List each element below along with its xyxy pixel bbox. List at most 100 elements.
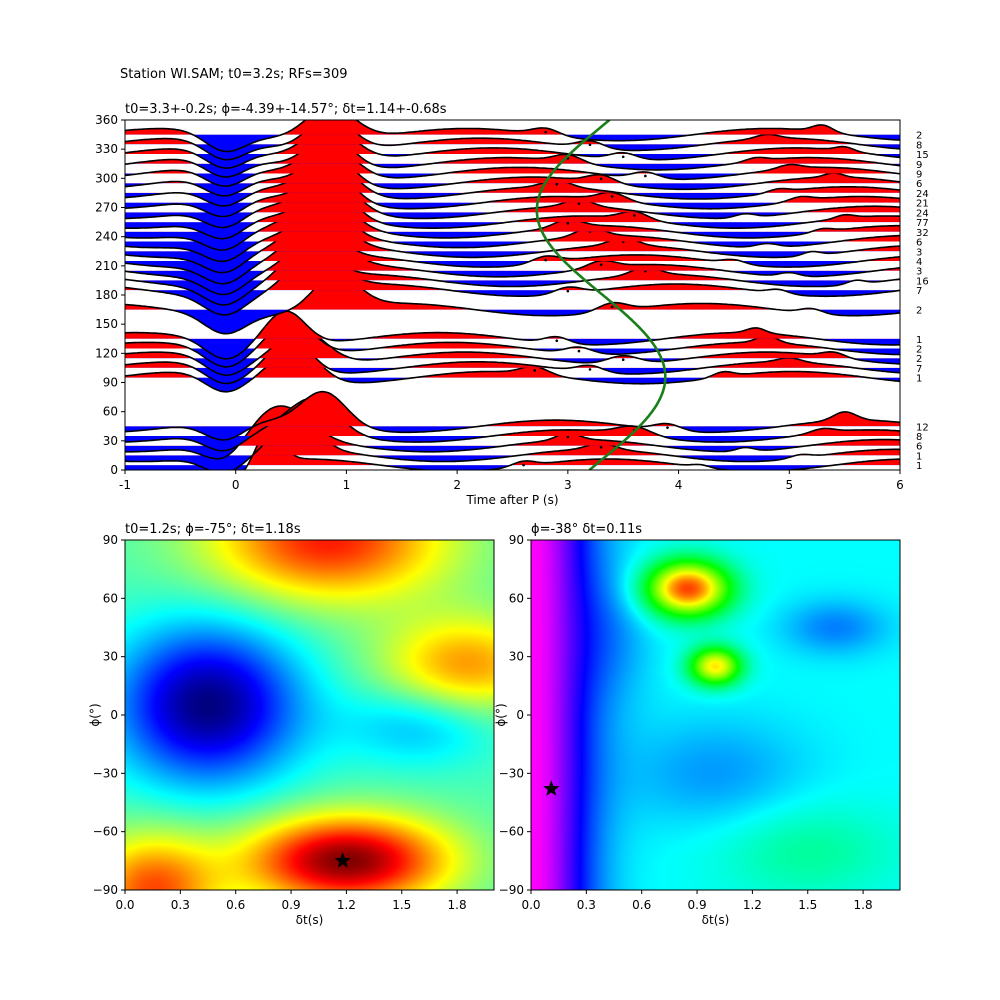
rf-trace [125, 120, 900, 153]
heatmap-x-label: δt(s) [296, 913, 324, 927]
rf-trace-line [125, 183, 900, 240]
rf-count-label: 2 [916, 344, 922, 355]
rf-count-label: 1 [916, 451, 922, 462]
x-tick-label: 0.3 [171, 898, 190, 912]
rf-positive-fill [125, 391, 900, 427]
rf-negative-fill [125, 202, 900, 217]
y-tick-label: 90 [509, 533, 524, 547]
rf-marker-dot [632, 214, 636, 217]
rf-negative-fill [169, 309, 900, 334]
rf-marker-dot [599, 177, 603, 181]
best-fit-star-marker [543, 780, 560, 796]
y-tick-label: −60 [93, 825, 118, 839]
x-tick-label: 6 [896, 478, 904, 492]
rf-trace-line [125, 175, 900, 229]
rf-count-label: 9 [916, 160, 922, 171]
rf-count-label: 1 [916, 335, 922, 346]
rf-trace-line [125, 427, 900, 470]
x-tick-label: 1 [343, 478, 351, 492]
rf-positive-fill [125, 126, 872, 155]
rf-positive-fill [125, 274, 900, 310]
rf-count-label: 1 [916, 374, 922, 385]
rf-trace-line [125, 159, 900, 207]
rf-marker-dot [566, 289, 570, 293]
rf-trace-line [125, 125, 900, 169]
y-tick-label: 60 [103, 405, 118, 419]
wiggle-x-axis: -1 0 1 2 3 4 5 6 [119, 470, 904, 492]
best-fit-star-marker [334, 852, 351, 868]
rf-count-label: 2 [916, 306, 922, 317]
rf-trace [125, 310, 900, 360]
grid-search-right: 0.0 0.3 0.6 0.9 1.2 1.5 1.8 −90 −60 −30 0 30 60 90 δt(… [494, 522, 901, 927]
rf-marker-dot [555, 339, 559, 343]
y-tick-label: −90 [93, 883, 118, 897]
rf-marker-dot [533, 369, 536, 372]
rf-trace [125, 329, 900, 377]
rf-trace-line [125, 134, 900, 178]
x-tick-label: 1.8 [448, 898, 467, 912]
y-tick-label: 30 [103, 650, 118, 664]
rf-trace-line [125, 120, 900, 153]
x-tick-label: 4 [675, 478, 683, 492]
rf-trace-line [125, 273, 900, 335]
rf-trace-line [125, 329, 900, 377]
heatmap-y-label: ϕ(°) [494, 703, 508, 726]
rf-negative-fill [125, 192, 900, 206]
rf-count-label: 12 [916, 422, 929, 433]
moveout-curve [535, 120, 667, 470]
x-tick-label: 1.5 [392, 898, 411, 912]
x-tick-label: 0.9 [688, 898, 707, 912]
y-tick-label: 0 [110, 463, 118, 477]
rf-count-label: 1 [916, 461, 922, 472]
x-tick-label: 1.2 [337, 898, 356, 912]
rf-count-label: 15 [916, 150, 929, 161]
rf-count-label: 7 [916, 364, 922, 375]
rf-trace [125, 346, 900, 393]
y-tick-label: 30 [509, 650, 524, 664]
rf-negative-fill [125, 154, 900, 169]
y-tick-label: 30 [103, 434, 118, 448]
rf-count-label: 24 [916, 208, 929, 219]
rf-positive-fill [247, 428, 900, 466]
y-tick-label: 0 [110, 708, 118, 722]
rf-trace-line [125, 220, 900, 285]
rf-trace [125, 273, 900, 335]
y-tick-label: 270 [95, 201, 118, 215]
rf-trace-line [125, 191, 900, 251]
heatmap-image [125, 540, 494, 890]
rf-marker-dot [566, 435, 570, 439]
rf-negative-fill [125, 183, 760, 196]
rf-trace-line [125, 230, 900, 296]
rf-marker-dot [610, 305, 614, 309]
wiggle-title: t0=3.3+-0.2s; ϕ=-4.39+-14.57°; δt=1.14+-… [125, 102, 447, 117]
rf-negative-fill [125, 222, 812, 239]
rf-count-label: 21 [916, 199, 929, 210]
heatmap-y-label: ϕ(°) [88, 703, 102, 726]
heatmap-image [531, 540, 900, 890]
rf-marker-dot [544, 130, 548, 134]
heatmap-title: t0=1.2s; ϕ=-75°; δt=1.18s [125, 522, 301, 537]
rf-marker-dot [644, 174, 647, 178]
rf-count-label: 7 [916, 286, 922, 297]
wiggle-y-axis: 0 30 60 90 120 150 180 210 240 270 300 330 360 [95, 113, 125, 477]
rf-positive-fill [172, 160, 900, 193]
rf-trace-line [125, 346, 900, 393]
x-tick-label: 0.9 [282, 898, 301, 912]
y-tick-label: 210 [95, 259, 118, 273]
rf-trace [125, 125, 900, 169]
rf-trace-line [125, 405, 900, 460]
y-tick-label: 360 [95, 113, 118, 127]
x-tick-label: 0.0 [115, 898, 134, 912]
rf-trace-line [125, 200, 900, 263]
rf-count-label: 6 [916, 442, 922, 453]
rf-count-label: 8 [916, 432, 922, 443]
x-tick-label: 5 [785, 478, 793, 492]
heatmap-title: ϕ=-38° δt=0.11s [531, 522, 642, 537]
rf-marker-dot [555, 182, 559, 186]
heatmap-y-axis: −90 −60 −30 0 30 60 90 [499, 533, 531, 897]
y-tick-label: −30 [93, 766, 118, 780]
y-tick-label: 60 [509, 591, 524, 605]
rf-marker-dot [577, 202, 581, 205]
rf-negative-fill [125, 377, 900, 392]
